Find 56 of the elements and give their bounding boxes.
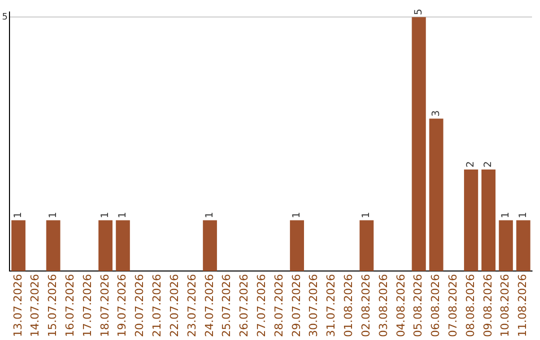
bar: [498, 220, 513, 272]
bar: [98, 220, 113, 272]
data-label: 1: [100, 212, 112, 218]
x-tick-label: 30.07.2026: [307, 274, 320, 338]
data-label: 1: [518, 212, 529, 218]
bar: [116, 220, 130, 272]
data-label: 1: [13, 212, 24, 218]
x-tick-label: 07.08.2026: [446, 274, 460, 338]
x-tick-label: 06.08.2026: [429, 274, 442, 338]
data-label: 1: [500, 212, 512, 218]
x-tick-label: 26.07.2026: [238, 274, 251, 338]
x-tick-label: 18.07.2026: [98, 274, 112, 338]
bar: [516, 220, 530, 272]
x-tick-label: 04.08.2026: [394, 274, 408, 338]
x-tick-label: 24.07.2026: [202, 274, 216, 338]
x-tick-label: 15.07.2026: [46, 274, 60, 338]
bar: [11, 220, 26, 272]
x-tick-label: 09.08.2026: [481, 274, 494, 338]
x-tick-label: 02.08.2026: [359, 274, 372, 338]
data-label: 1: [48, 212, 59, 218]
x-tick-label: 20.07.2026: [133, 274, 146, 338]
x-tick-label: 16.07.2026: [64, 274, 77, 338]
bar: [360, 220, 374, 272]
data-label: 1: [361, 212, 372, 218]
x-tick-label: 03.08.2026: [376, 274, 390, 338]
data-label: 2: [483, 161, 494, 168]
data-label: 1: [117, 212, 128, 218]
data-label: 1: [204, 212, 216, 218]
data-label: 1: [292, 212, 303, 218]
data-label: 2: [466, 161, 477, 168]
x-tick-label: 13.07.2026: [11, 274, 24, 338]
x-tick-label: 27.07.2026: [255, 274, 268, 338]
x-tick-label: 08.08.2026: [464, 274, 477, 338]
x-tick-label: 11.08.2026: [516, 274, 530, 338]
x-tick-label: 17.07.2026: [80, 274, 94, 338]
bar: [464, 169, 478, 272]
x-tick-label: 01.08.2026: [342, 274, 356, 338]
x-tick-label: 14.07.2026: [28, 274, 42, 338]
x-tick-label: 21.07.2026: [150, 274, 164, 338]
bar: [481, 169, 496, 272]
x-tick-label: 10.08.2026: [498, 274, 512, 338]
x-tick-label: 23.07.2026: [185, 274, 198, 338]
x-tick-label: 25.07.2026: [220, 274, 234, 338]
bar: [46, 220, 60, 272]
x-tick-label: 29.07.2026: [290, 274, 303, 338]
bar: [412, 17, 426, 272]
data-label: 3: [430, 110, 442, 117]
x-tick-label: 22.07.2026: [168, 274, 181, 338]
bar: [429, 118, 444, 272]
bar: [202, 220, 217, 272]
x-tick-label: 31.07.2026: [324, 274, 338, 338]
bar: [290, 220, 304, 272]
x-tick-label: 05.08.2026: [412, 274, 425, 338]
x-tick-label: 19.07.2026: [116, 274, 129, 338]
data-label: 5: [413, 8, 424, 16]
x-tick-label: 28.07.2026: [272, 274, 286, 338]
